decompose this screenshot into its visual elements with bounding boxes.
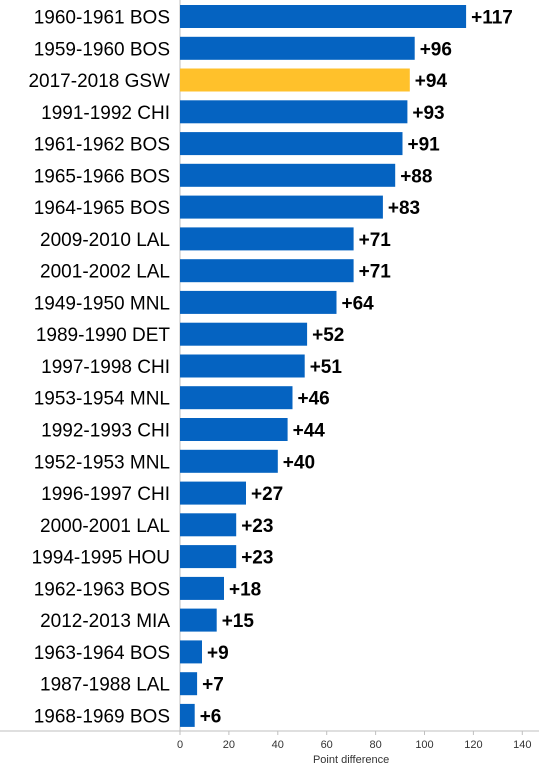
bar [180,322,308,346]
value-label: +94 [415,71,448,92]
bar [180,386,293,410]
bar [180,36,415,60]
bar [180,195,383,219]
bar [180,354,305,378]
x-tick-label: 80 [369,739,381,751]
value-label: +91 [408,135,441,156]
category-label: 1965-1966 BOS [34,166,170,187]
value-label: +83 [388,198,420,219]
bar [180,259,354,283]
value-label: +44 [293,421,326,442]
bar [180,5,467,28]
category-label: 1959-1960 BOS [34,39,170,60]
x-axis-title: Point difference [313,754,389,766]
bar [180,481,246,505]
category-label: 1968-1969 BOS [34,706,170,727]
x-tick-label: 0 [177,739,183,751]
bar [180,608,217,632]
value-label: +7 [202,675,224,696]
value-label: +93 [412,103,444,124]
category-label: 2009-2010 LAL [40,230,170,251]
value-label: +23 [241,516,273,537]
bar [180,576,224,600]
bar [180,100,408,124]
value-label: +71 [359,230,392,251]
bar [180,449,278,473]
category-label: 1996-1997 CHI [41,484,170,505]
x-tick-label: 40 [272,739,284,751]
value-label: +18 [229,579,261,600]
category-label: 1991-1992 CHI [41,103,170,124]
bar [180,418,288,441]
category-label: 1962-1963 BOS [34,579,170,600]
value-label: +51 [310,357,343,378]
category-label: 1953-1954 MNL [34,389,170,410]
value-label: +117 [471,8,513,29]
category-label: 2017-2018 GSW [28,71,170,92]
category-label: 1960-1961 BOS [34,8,170,29]
value-label: +96 [420,39,452,60]
x-tick-label: 120 [464,739,482,751]
category-label: 1961-1962 BOS [34,135,170,156]
category-label: 1952-1953 MNL [34,452,170,473]
bar [180,703,195,727]
bar [180,68,410,92]
value-label: +6 [200,706,222,727]
bar [180,132,403,156]
value-label: +52 [312,325,344,346]
x-tick-label: 20 [223,739,235,751]
category-label: 2000-2001 LAL [40,516,170,537]
bar [180,163,396,187]
value-label: +88 [400,166,432,187]
value-label: +71 [359,262,392,283]
bar [180,513,237,537]
value-label: +23 [241,548,273,569]
x-tick-label: 140 [513,739,531,751]
value-label: +9 [207,643,229,664]
value-label: +46 [298,389,330,410]
bar [180,640,202,664]
value-label: +15 [222,611,255,632]
x-tick-label: 60 [321,739,333,751]
value-label: +64 [342,293,375,314]
bar [180,545,237,569]
bar [180,672,198,696]
category-label: 1963-1964 BOS [34,643,170,664]
value-label: +27 [251,484,283,505]
bar [180,227,354,251]
category-label: 1964-1965 BOS [34,198,170,219]
bar [180,290,337,314]
category-label: 1994-1995 HOU [32,548,170,569]
x-tick-label: 100 [415,739,433,751]
category-label: 1992-1993 CHI [41,421,170,442]
category-label: 1997-1998 CHI [41,357,170,378]
category-label: 2001-2002 LAL [40,262,170,283]
category-label: 1987-1988 LAL [40,675,170,696]
value-label: +40 [283,452,315,473]
category-label: 1949-1950 MNL [34,293,170,314]
category-label: 1989-1990 DET [36,325,171,346]
category-label: 2012-2013 MIA [40,611,170,632]
